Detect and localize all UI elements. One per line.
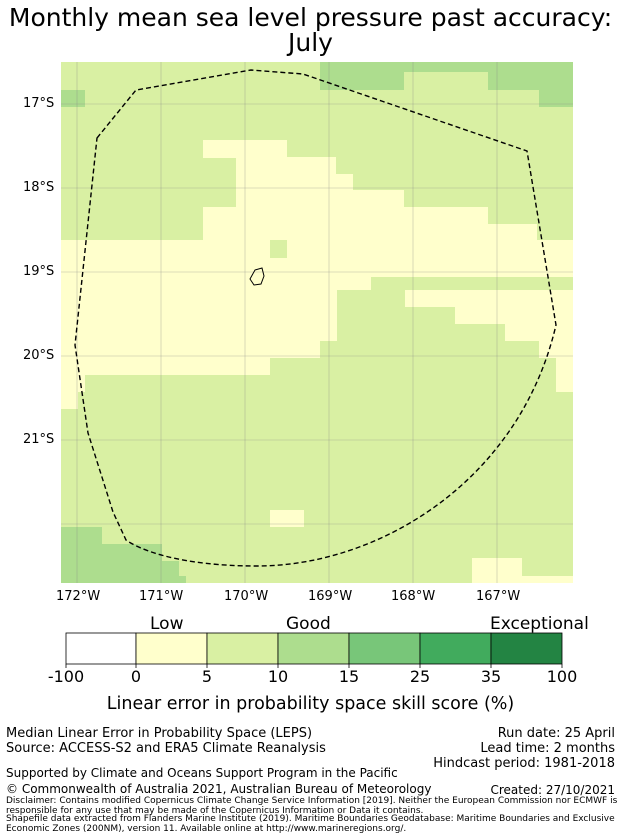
colorbar-segment-5 [419,632,492,665]
colorbar-title: Linear error in probability space skill … [106,694,515,714]
colorbar-tick-4: 15 [338,667,360,686]
leps-text: Median Linear Error in Probability Space… [6,726,313,741]
created-text: Created: 27/10/2021 [490,783,615,797]
skill-region-0-5 [61,324,337,341]
skill-region-0-5 [236,157,336,174]
skill-region-0-5 [522,576,573,583]
skill-region-0-5 [270,510,304,527]
skill-region-10-15 [61,561,179,578]
colorbar-segment-3 [277,632,350,665]
lon-label-167w: 167°W [476,589,521,604]
colorbar-tick-3: 10 [267,667,289,686]
skill-region-5-10 [270,240,287,258]
colorbar-segment-0 [65,632,137,665]
skill-region-0-5 [405,290,573,307]
lon-label-169w: 169°W [308,589,353,604]
skill-region-10-15 [61,544,162,561]
lon-label-172w: 172°W [56,589,101,604]
shapefile-text: Shapefile data extracted from Flanders M… [6,814,615,834]
category-low: Low [150,614,184,634]
chart-title-line2: July [288,28,333,57]
skill-region-0-5 [61,277,371,290]
colorbar-tick-5: 25 [409,667,431,686]
skill-region-0-5 [61,271,573,277]
skill-region-0-5 [505,324,573,341]
copyright-text: © Commonwealth of Australia 2021, Austra… [6,782,432,796]
lead-time-text: Lead time: 2 months [480,741,615,756]
colorbar-tick-2: 5 [201,667,213,686]
skill-region-0-5 [236,190,404,207]
colorbar-tick-0: -100 [47,667,85,686]
skill-region-10-15 [61,527,102,544]
skill-region-0-5 [61,392,78,409]
hindcast-text: Hindcast period: 1981-2018 [433,756,615,771]
skill-region-0-5 [61,341,320,358]
colorbar [65,632,563,668]
colorbar-tick-7: 100 [546,667,578,686]
lat-label-21s: 21°S [23,432,55,447]
skill-region-10-15 [320,62,404,90]
colorbar-segment-4 [348,632,421,665]
skill-region-10-15 [539,90,573,107]
colorbar-segment-1 [135,632,208,665]
skill-region-0-5 [61,240,573,257]
skill-region-0-5 [61,290,337,307]
skill-region-0-5 [203,224,537,241]
skill-region-10-15 [61,90,85,107]
lat-label-18s: 18°S [23,180,55,195]
skill-region-0-5 [61,358,270,375]
support-text: Supported by Climate and Oceans Support … [6,766,398,780]
category-exceptional: Exceptional [490,614,589,634]
skill-region-0-5 [61,257,573,271]
colorbar-segment-2 [206,632,279,665]
colorbar-tick-6: 35 [480,667,502,686]
skill-region-10-15 [61,576,186,583]
skill-region-0-5 [556,375,573,392]
skill-region-0-5 [236,174,353,191]
skill-region-0-5 [455,307,573,324]
lat-label-17s: 17°S [23,96,55,111]
skill-region-0-5 [556,358,573,375]
category-good: Good [286,614,331,634]
run-date-text: Run date: 25 April [497,726,615,741]
skill-region-10-15 [404,62,488,72]
skill-region-0-5 [61,307,337,324]
source-text: Source: ACCESS-S2 and ERA5 Climate Reana… [6,741,326,756]
lon-label-170w: 170°W [224,589,269,604]
skill-region-0-5 [61,375,85,392]
colorbar-segment-6 [490,632,563,665]
chart-title-line1: Monthly mean sea level pressure past acc… [8,3,613,32]
lon-label-171w: 171°W [139,589,184,604]
niue-island-outline [249,267,265,286]
lon-label-168w: 168°W [391,589,436,604]
skill-region-0-5 [203,207,488,224]
skill-region-0-5 [539,341,573,358]
colorbar-tick-1: 0 [130,667,142,686]
lat-label-19s: 19°S [23,264,55,279]
disclaimer-text: Disclaimer: Contains modified Copernicus… [6,796,618,816]
lat-label-20s: 20°S [23,348,55,363]
eez-boundary [74,69,557,567]
skill-region-10-15 [488,62,573,90]
